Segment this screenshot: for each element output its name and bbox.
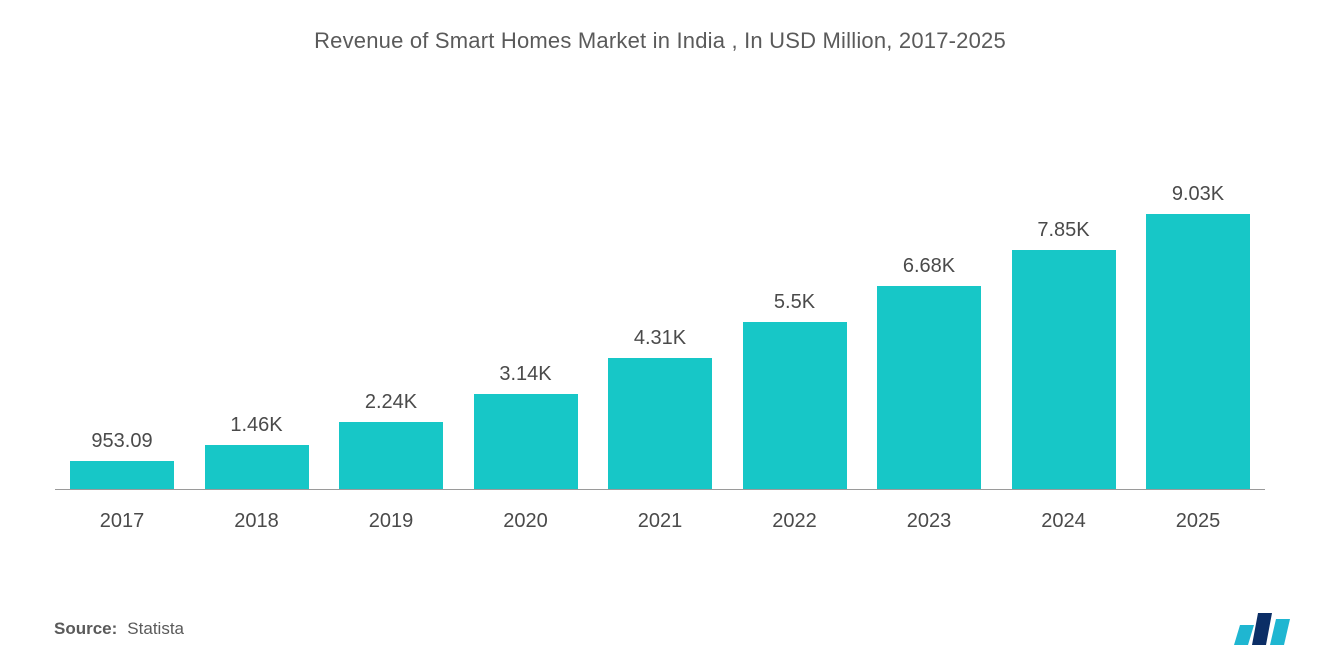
x-axis-tick-label: 2024 <box>997 510 1131 533</box>
bar-value-label: 7.85K <box>1037 219 1089 242</box>
bar-value-label: 5.5K <box>774 291 815 314</box>
bar-col: 7.85K <box>997 180 1131 490</box>
bar <box>70 461 174 490</box>
bar-col: 6.68K <box>862 180 996 490</box>
bar-value-label: 953.09 <box>91 430 152 453</box>
bar-col: 2.24K <box>324 180 458 490</box>
source-label: Source: <box>54 619 117 639</box>
x-axis-tick-label: 2022 <box>728 510 862 533</box>
x-axis-tick-label: 2020 <box>459 510 593 533</box>
plot-area: 953.09 1.46K 2.24K 3.14K 4.31K 5.5K 6.68K 7.85K… <box>55 180 1265 490</box>
bar <box>743 322 847 490</box>
bar <box>1146 214 1250 490</box>
brand-logo <box>1230 605 1290 645</box>
chart-title: Revenue of Smart Homes Market in India ,… <box>0 0 1320 54</box>
bar <box>474 394 578 490</box>
bar-value-label: 6.68K <box>903 255 955 278</box>
x-axis-labels: 201720182019202020212022202320242025 <box>55 510 1265 533</box>
bar <box>339 422 443 490</box>
x-axis-line <box>55 489 1265 490</box>
x-axis-tick-label: 2018 <box>190 510 324 533</box>
bar <box>608 358 712 490</box>
bar-col: 953.09 <box>55 180 189 490</box>
x-axis-tick-label: 2017 <box>55 510 189 533</box>
x-axis-tick-label: 2025 <box>1131 510 1265 533</box>
source-attribution: Source: Statista <box>54 619 184 639</box>
x-axis-tick-label: 2023 <box>862 510 996 533</box>
bar-col: 5.5K <box>728 180 862 490</box>
x-axis-tick-label: 2019 <box>324 510 458 533</box>
bar <box>205 445 309 490</box>
brand-logo-icon <box>1230 605 1290 645</box>
bar-col: 3.14K <box>459 180 593 490</box>
bar-value-label: 4.31K <box>634 327 686 350</box>
source-value: Statista <box>127 619 184 639</box>
bars-row: 953.09 1.46K 2.24K 3.14K 4.31K 5.5K 6.68K 7.85K… <box>55 180 1265 490</box>
x-axis-tick-label: 2021 <box>593 510 727 533</box>
bar-value-label: 3.14K <box>499 363 551 386</box>
bar-col: 1.46K <box>190 180 324 490</box>
bar <box>877 286 981 490</box>
bar-col: 4.31K <box>593 180 727 490</box>
bar <box>1012 250 1116 490</box>
bar-value-label: 1.46K <box>230 414 282 437</box>
chart-container: Revenue of Smart Homes Market in India ,… <box>0 0 1320 665</box>
bar-value-label: 9.03K <box>1172 183 1224 206</box>
bar-col: 9.03K <box>1131 180 1265 490</box>
bar-value-label: 2.24K <box>365 391 417 414</box>
